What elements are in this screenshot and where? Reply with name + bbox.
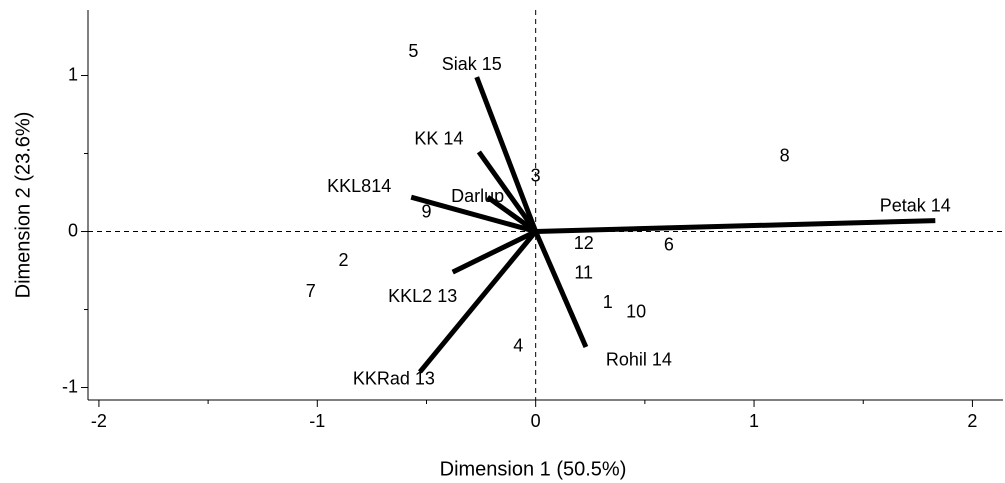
vector-label: KK 14 <box>414 129 463 149</box>
y-axis-title: Dimension 2 (23.6%) <box>12 112 34 299</box>
vector-label: Siak 15 <box>442 54 502 74</box>
y-tick-label: 1 <box>68 64 78 84</box>
point-label: 6 <box>664 234 674 254</box>
loading-vector <box>474 76 539 233</box>
point-label: 12 <box>574 233 594 253</box>
loading-vector <box>486 195 538 234</box>
loading-vector <box>533 230 589 348</box>
loading-vector <box>418 229 538 374</box>
point-label: 3 <box>531 166 541 186</box>
vector-label: Rohil 14 <box>606 350 672 370</box>
point-label: 9 <box>421 202 431 222</box>
point-label: 10 <box>626 301 646 321</box>
x-tick-label: 1 <box>749 411 759 431</box>
x-axis-title: Dimension 1 (50.5%) <box>440 458 627 480</box>
x-tick-label: 0 <box>531 411 541 431</box>
loading-vector <box>535 218 936 235</box>
y-tick-label: -1 <box>62 376 78 396</box>
point-label: 5 <box>408 41 418 61</box>
x-tick-label: -2 <box>91 411 107 431</box>
loading-vector <box>451 229 537 275</box>
point-label: 1 <box>603 292 613 312</box>
point-label: 8 <box>780 145 790 165</box>
vector-label: Darlup <box>451 186 504 206</box>
x-tick-label: -1 <box>309 411 325 431</box>
loading-vector <box>476 150 538 233</box>
y-tick-label: 0 <box>68 220 78 240</box>
point-label: 2 <box>338 250 348 270</box>
vector-label: KKL814 <box>327 176 391 196</box>
point-label: 4 <box>513 336 523 356</box>
vector-label: KKRad 13 <box>353 369 435 389</box>
point-label: 7 <box>306 281 316 301</box>
x-tick-label: 2 <box>967 411 977 431</box>
loading-vector <box>410 194 537 234</box>
vector-label: Petak 14 <box>880 195 951 215</box>
point-label: 11 <box>574 262 593 282</box>
vector-label: KKL2 13 <box>388 286 457 306</box>
